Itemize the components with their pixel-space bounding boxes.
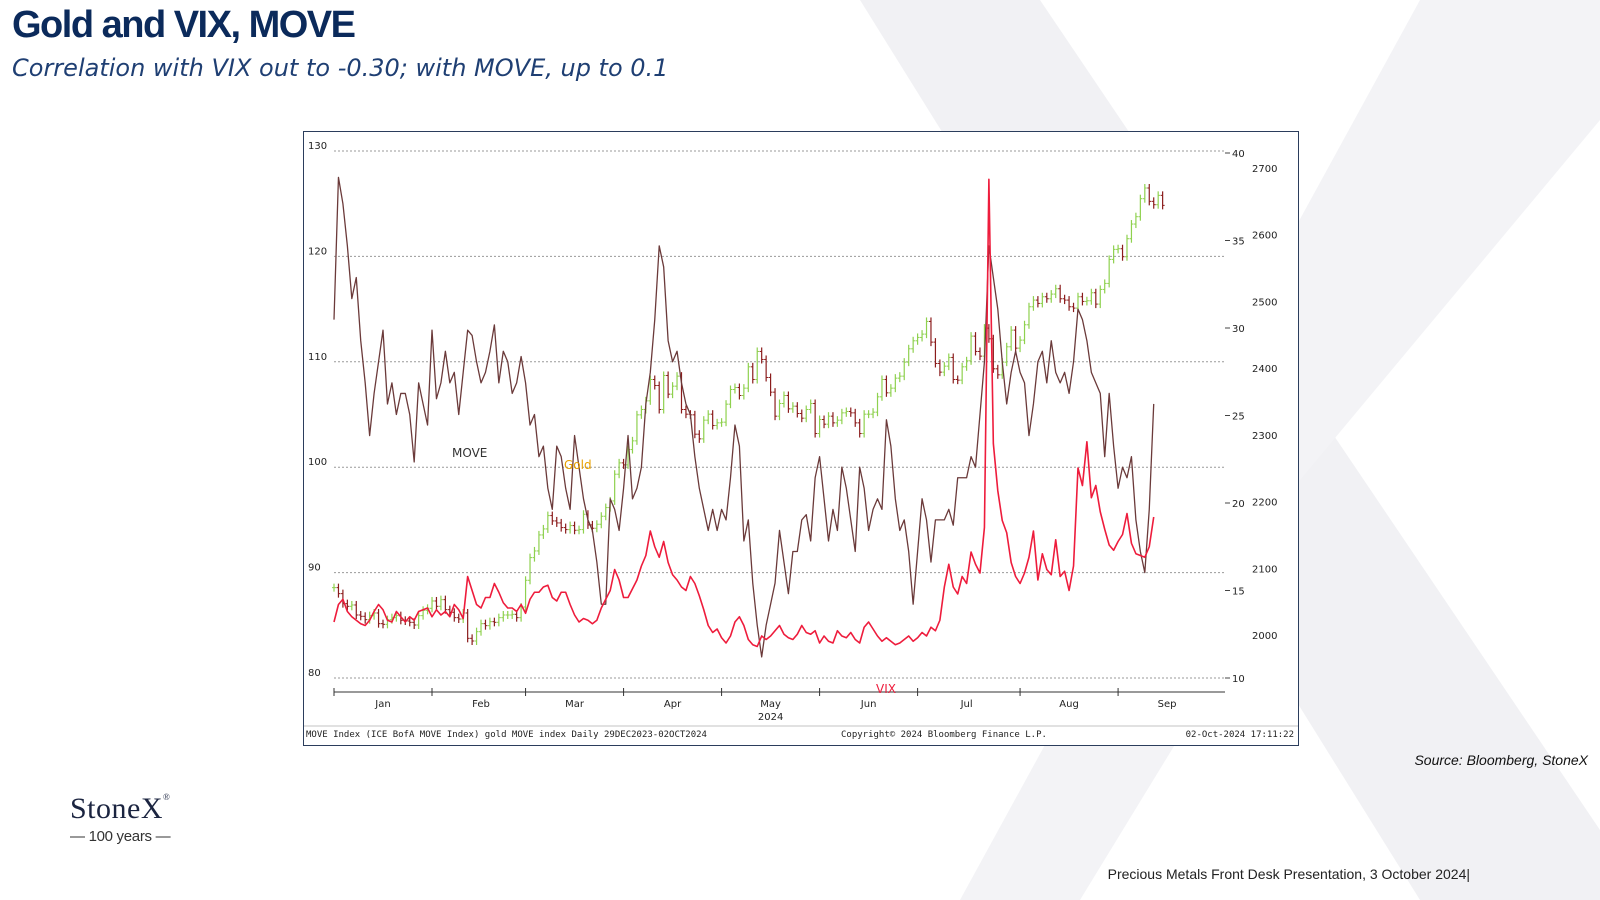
x-axis-month-label: Aug — [1059, 699, 1079, 710]
left-axis-tick-label: 90 — [308, 563, 321, 574]
vix-axis-tick-label: 25 — [1232, 412, 1245, 423]
x-axis-month-label: Jun — [860, 699, 877, 710]
left-axis-tick-label: 120 — [308, 246, 327, 257]
vix-axis-tick-label: 10 — [1232, 674, 1245, 685]
gold-axis-tick-label: 2000 — [1252, 631, 1277, 642]
gold-axis-tick-label: 2600 — [1252, 231, 1277, 242]
source-note: Source: Bloomberg, StoneX — [1414, 752, 1588, 768]
x-axis-month-label: Jan — [374, 699, 390, 710]
chart-footer-center: Copyright© 2024 Bloomberg Finance L.P. — [841, 730, 1047, 740]
move-series-label: MOVE — [452, 446, 487, 460]
left-axis-tick-label: 130 — [308, 141, 327, 152]
left-axis-tick-label: 100 — [308, 457, 327, 468]
logo-tagline: — 100 years — — [70, 828, 171, 845]
gold-axis-tick-label: 2500 — [1252, 297, 1277, 308]
vix-series-label: VIX — [876, 682, 896, 696]
slide-subtitle: Correlation with VIX out to -0.30; with … — [12, 54, 669, 82]
gold-axis-tick-label: 2200 — [1252, 498, 1277, 509]
stonex-logo: StoneX® — 100 years — — [70, 792, 171, 845]
chart-footer-left: MOVE Index (ICE BofA MOVE Index) gold MO… — [306, 730, 707, 740]
vix-axis-tick-label: 30 — [1232, 324, 1245, 335]
gold-axis-tick-label: 2300 — [1252, 431, 1277, 442]
x-axis-month-label: Feb — [472, 699, 490, 710]
gold-axis-tick-label: 2700 — [1252, 164, 1277, 175]
x-axis-month-label: Jul — [960, 699, 973, 710]
x-axis-year-label: 2024 — [758, 712, 783, 723]
x-axis-month-label: Sep — [1158, 699, 1177, 710]
slide-title: Gold and VIX, MOVE — [12, 4, 356, 46]
vix-series-line — [333, 178, 1155, 648]
gold-axis-tick-label: 2400 — [1252, 364, 1277, 375]
vix-axis-tick-label: 20 — [1232, 499, 1245, 510]
x-axis-month-label: Apr — [664, 699, 682, 710]
vix-axis-tick-label: 15 — [1232, 587, 1245, 598]
chart-footer-right: 02-Oct-2024 17:11:22 — [1186, 730, 1294, 740]
chart-frame: 80 90 100 110 120 130 10 15 20 25 30 35 40 2000 2100 22… — [303, 131, 1299, 746]
gold-vix-move-chart: 80 90 100 110 120 130 10 15 20 25 30 35 40 2000 2100 22… — [304, 141, 1298, 740]
left-axis-tick-label: 110 — [308, 352, 327, 363]
gold-series-label: Gold — [564, 458, 592, 472]
vix-axis-tick-label: 40 — [1232, 149, 1245, 160]
left-axis-tick-label: 80 — [308, 668, 321, 679]
x-axis-month-label: Mar — [565, 699, 585, 710]
vix-axis-tick-label: 35 — [1232, 237, 1245, 248]
gold-axis-tick-label: 2100 — [1252, 564, 1277, 575]
footer-text: Precious Metals Front Desk Presentation,… — [1107, 866, 1470, 882]
x-axis-month-label: May — [760, 699, 781, 710]
logo-wordmark: StoneX® — [70, 792, 171, 825]
move-series-line — [333, 176, 1155, 658]
